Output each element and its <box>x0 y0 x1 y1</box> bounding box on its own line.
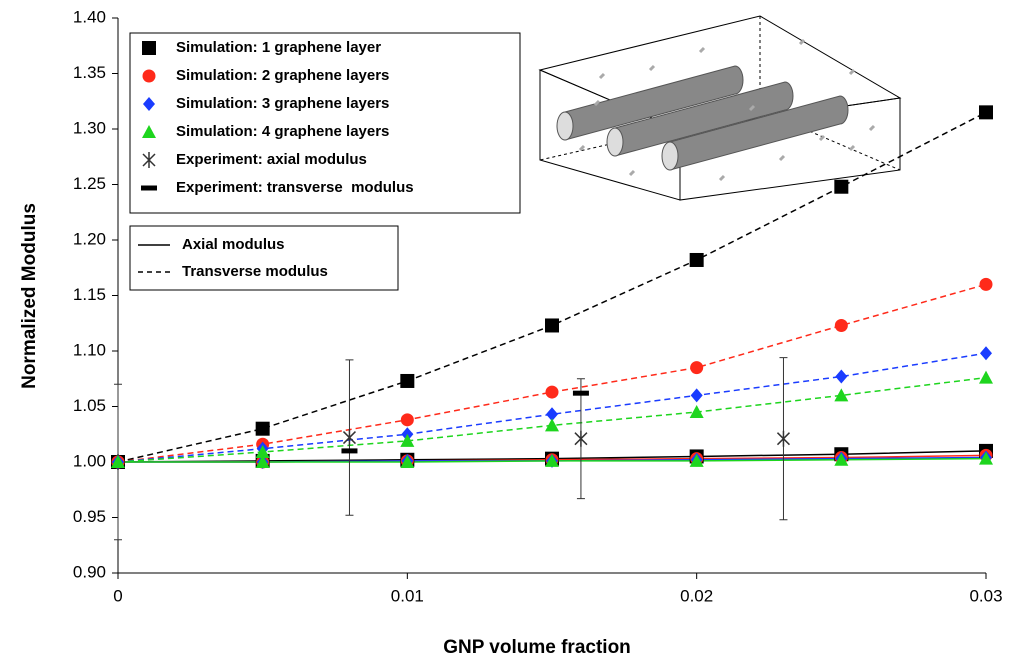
marker-dash <box>572 390 589 396</box>
y-tick-label: 1.20 <box>73 229 106 248</box>
marker-diamond <box>690 388 703 403</box>
legend-box <box>129 32 521 214</box>
legend-label: Experiment: transverse modulus <box>176 179 414 196</box>
marker-triangle <box>111 455 125 468</box>
marker-square <box>834 179 849 194</box>
marker-triangle <box>400 455 415 468</box>
marker-diamond <box>143 97 155 111</box>
transverse-line <box>117 283 987 463</box>
marker-circle <box>690 361 704 375</box>
marker-triangle <box>689 453 704 467</box>
marker-dash <box>141 185 157 191</box>
marker-square <box>545 318 559 333</box>
legend-label: Experiment: axial modulus <box>176 151 367 168</box>
marker-square <box>255 421 270 436</box>
x-tick-label: 0.03 <box>969 586 1002 605</box>
x-tick-label: 0.02 <box>680 586 713 605</box>
marker-circle <box>400 413 414 427</box>
legend-label: Axial modulus <box>182 236 285 253</box>
marker-diamond <box>835 369 848 384</box>
marker-diamond <box>546 407 558 422</box>
marker-triangle <box>834 452 849 466</box>
x-tick-label: 0 <box>113 586 122 605</box>
legend: Simulation: 1 graphene layer Simulation: … <box>129 32 521 214</box>
marker-triangle <box>689 405 704 419</box>
marker-asterisk <box>574 430 588 447</box>
x-tick-label: 0.01 <box>391 586 424 605</box>
y-tick-label: 0.95 <box>73 507 106 526</box>
legend-label: Simulation: 2 graphene layers <box>176 67 389 84</box>
legend-label: Transverse modulus <box>182 263 328 280</box>
x-axis-label: GNP volume fraction <box>443 637 631 658</box>
marker-circle <box>142 69 156 83</box>
marker-triangle <box>142 125 156 138</box>
marker-asterisk <box>142 152 156 168</box>
marker-dash <box>341 448 358 454</box>
legend-label: Simulation: 3 graphene layers <box>176 95 389 112</box>
marker-triangle <box>545 453 559 467</box>
marker-circle <box>545 385 559 399</box>
y-tick-label: 1.30 <box>73 118 106 137</box>
marker-triangle <box>979 370 993 384</box>
marker-diamond <box>980 346 992 361</box>
y-tick-label: 1.10 <box>73 340 106 359</box>
marker-triangle <box>255 455 270 468</box>
marker-square <box>142 41 156 55</box>
marker-square <box>979 105 993 120</box>
marker-asterisk <box>342 429 356 446</box>
y-tick-label: 1.25 <box>73 174 106 193</box>
legend-label: Simulation: 1 graphene layer <box>176 39 381 56</box>
marker-triangle <box>400 433 415 447</box>
legend-box <box>129 225 399 291</box>
marker-asterisk <box>776 430 790 447</box>
inset-illustration <box>538 15 902 201</box>
y-tick-label: 1.35 <box>73 63 106 82</box>
marker-triangle <box>545 418 559 432</box>
y-axis-label: Normalized Modulus <box>19 203 40 389</box>
marker-circle <box>834 318 848 332</box>
marker-triangle <box>255 445 270 459</box>
marker-triangle <box>834 388 849 402</box>
marker-triangle <box>979 451 993 465</box>
y-tick-label: 1.15 <box>73 285 106 304</box>
line-legend: Axial modulus Transverse modulus <box>129 225 399 291</box>
y-tick-label: 1.05 <box>73 396 106 415</box>
y-tick-label: 1.00 <box>73 451 106 470</box>
marker-square <box>689 252 704 267</box>
marker-square <box>400 373 415 388</box>
y-tick-label: 1.40 <box>73 7 106 26</box>
y-tick-label: 0.90 <box>73 562 106 581</box>
marker-circle <box>979 277 993 291</box>
legend-label: Simulation: 4 graphene layers <box>176 123 389 140</box>
